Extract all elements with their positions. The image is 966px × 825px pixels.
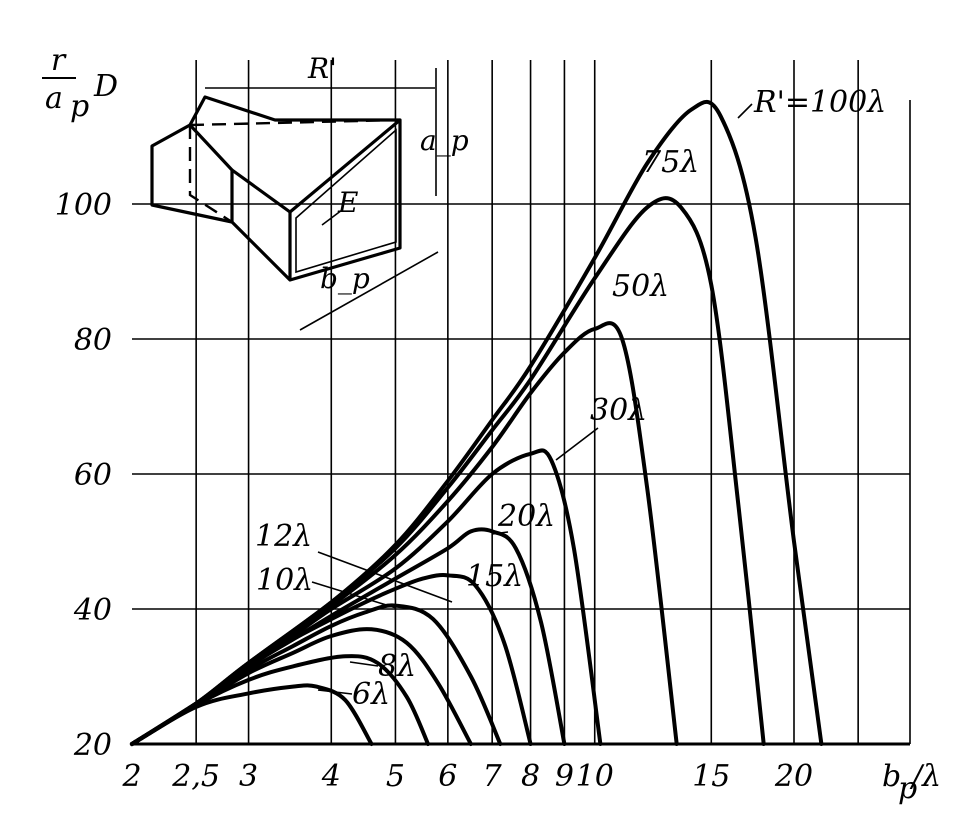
x-tick-label: 9 — [555, 759, 574, 794]
series-label-6: 6λ — [352, 677, 390, 712]
series-label-15: 15λ — [466, 559, 523, 594]
leader-12 — [317, 551, 453, 603]
curves — [130, 99, 824, 746]
aperture-inner — [295, 128, 397, 274]
x-title-b: b — [882, 759, 901, 794]
x-tick-label: 6 — [438, 759, 457, 794]
grid-lines — [132, 60, 910, 744]
x-axis-title: b p /λ — [882, 759, 941, 806]
horn-sketch: R' a_p b_p E — [150, 52, 469, 331]
x-tick-labels: 2 2,5 3 4 5 6 7 8 9 10 15 20 — [121, 759, 813, 794]
waveguide-body — [150, 123, 234, 224]
x-tick-label: 4 — [321, 759, 341, 794]
y-title-denominator: a — [45, 81, 63, 116]
leader-20 — [491, 531, 509, 535]
sketch-label-b: b_p — [320, 262, 370, 295]
sketch-label-a: a_p — [420, 124, 469, 157]
y-axis-title: r a p D — [42, 43, 118, 124]
series-label-10: 10λ — [256, 563, 313, 598]
x-tick-label: 8 — [521, 759, 540, 794]
y-tick-label: 40 — [73, 593, 112, 628]
x-tick-label: 3 — [239, 759, 258, 794]
x-title-rest: /λ — [909, 759, 941, 794]
x-tick-label: 20 — [774, 759, 813, 794]
x-title-subscript: p — [898, 771, 917, 806]
y-title-numerator: r — [51, 43, 67, 78]
leader-15 — [441, 575, 467, 579]
x-tick-label: 2,5 — [171, 759, 220, 794]
leader-6 — [317, 689, 353, 695]
x-tick-label: 7 — [483, 759, 503, 794]
axes — [132, 100, 911, 746]
label-leaders — [311, 103, 753, 695]
curve-6 — [130, 683, 374, 746]
dimension-b — [299, 251, 439, 331]
x-tick-label: 2 — [121, 759, 141, 794]
series-label-8: 8λ — [378, 649, 416, 684]
y-tick-label: 100 — [55, 188, 112, 223]
sketch-label-E: E — [337, 186, 358, 219]
curve-R100 — [130, 99, 824, 746]
horn-top-edge — [188, 95, 400, 126]
field-arrow-E — [321, 209, 343, 226]
series-label-12: 12λ — [255, 519, 312, 554]
series-label-75: 75λ — [642, 145, 699, 180]
y-tick-label: 80 — [74, 323, 112, 358]
series-label-30: 30λ — [590, 393, 647, 428]
x-tick-label: 5 — [386, 759, 405, 794]
hidden-edges — [188, 118, 401, 224]
x-tick-label: 10 — [576, 759, 614, 794]
y-tick-labels: 20 40 60 80 100 — [55, 188, 112, 763]
y-title-subscript: p — [70, 89, 89, 124]
series-label-20: 20λ — [497, 499, 555, 534]
horn-side-walls — [230, 118, 402, 282]
sketch-label-R: R' — [307, 52, 337, 85]
y-tick-label: 60 — [74, 458, 112, 493]
leader-8 — [349, 661, 379, 667]
series-label-R100: R'=100λ — [753, 85, 886, 120]
leader-10 — [311, 581, 397, 609]
y-tick-label: 20 — [73, 728, 112, 763]
leader-30 — [555, 427, 599, 461]
series-label-50: 50λ — [612, 269, 669, 304]
y-title-D: D — [93, 69, 118, 104]
x-tick-label: 15 — [692, 759, 730, 794]
curve-30 — [130, 448, 603, 746]
leader-R100 — [737, 103, 753, 119]
